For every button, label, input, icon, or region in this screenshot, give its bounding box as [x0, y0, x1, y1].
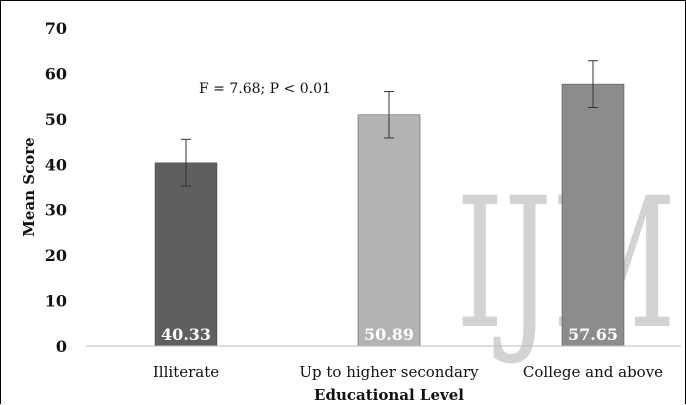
y-tick-label: 0: [56, 337, 67, 356]
y-tick-label: 40: [45, 155, 67, 174]
y-tick-label: 60: [45, 64, 67, 83]
x-category-label: Illiterate: [153, 363, 219, 381]
bar-value-label: 57.65: [568, 325, 618, 344]
y-axis-title: Mean Score: [20, 137, 38, 236]
y-tick-label: 10: [45, 292, 67, 311]
y-axis-ticks: 0 10 20 30 40 50 60 70: [45, 19, 67, 356]
y-tick-label: 30: [45, 201, 67, 220]
y-tick-label: 50: [45, 110, 67, 129]
f-statistic-annotation: F = 7.68; P < 0.01: [199, 81, 331, 97]
bar: [561, 83, 625, 347]
bar: [357, 114, 421, 347]
bars-group: 40.33 50.89 57.65: [154, 60, 625, 347]
bar-value-label: 40.33: [161, 325, 211, 344]
x-category-label: Up to higher secondary: [299, 363, 479, 381]
bar: [154, 162, 218, 347]
category-labels: Illiterate Up to higher secondary College …: [153, 363, 663, 381]
error-bar: [588, 60, 598, 108]
error-bar: [384, 91, 394, 139]
y-tick-label: 20: [45, 246, 67, 265]
y-tick-label: 70: [45, 19, 67, 38]
bar-value-label: 50.89: [364, 325, 414, 344]
x-axis-title: Educational Level: [314, 386, 464, 404]
error-bar: [181, 138, 191, 187]
x-category-label: College and above: [523, 363, 663, 381]
